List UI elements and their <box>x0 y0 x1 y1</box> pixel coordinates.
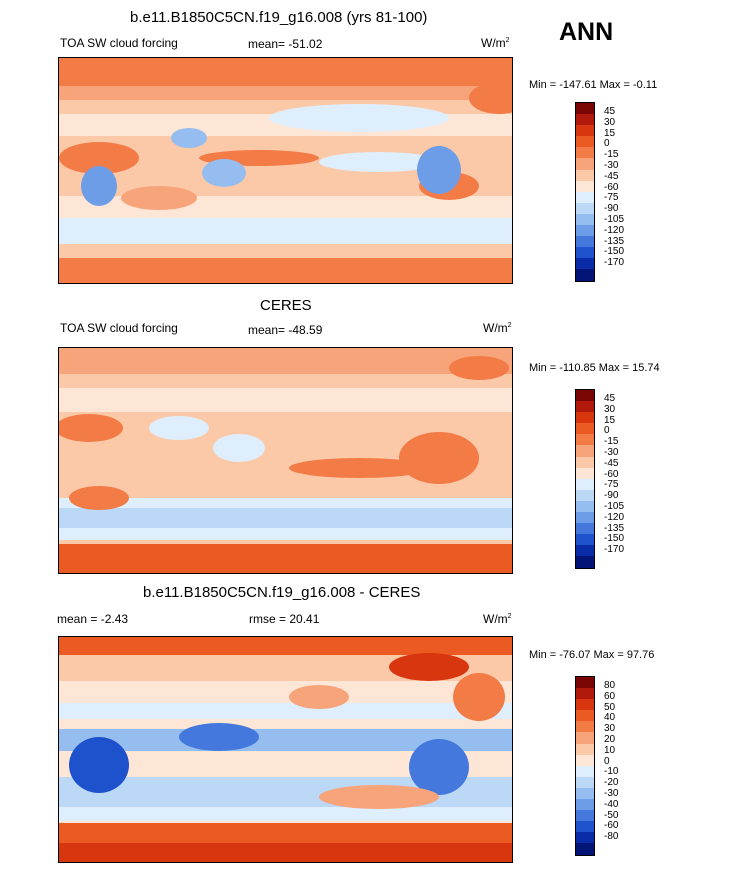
panel2-variable-label: TOA SW cloud forcing <box>60 321 178 335</box>
colorbar-tick: 30 <box>604 116 616 128</box>
colorbar-tick: 40 <box>604 712 616 724</box>
colorbar-tick: 60 <box>604 690 616 702</box>
colorbar-tick: 20 <box>604 733 616 745</box>
colorbar-tick: -120 <box>604 224 625 236</box>
colorbar-tick: 15 <box>604 414 616 426</box>
colorbar-tick: -10 <box>604 766 619 778</box>
panel3-colorbar-labels: 80 60 50 40 30 20 10 0 -10 -20 -30 -40 -… <box>604 680 619 843</box>
colorbar-tick: -150 <box>604 246 625 258</box>
colorbar-tick: -15 <box>604 149 619 161</box>
panel1-field <box>59 58 512 283</box>
colorbar-tick: -40 <box>604 798 619 810</box>
colorbar-tick: -120 <box>604 511 625 523</box>
colorbar-tick: -75 <box>604 192 619 204</box>
colorbar-tick: 50 <box>604 701 616 713</box>
colorbar-tick: 15 <box>604 127 616 139</box>
colorbar-tick: -30 <box>604 159 619 171</box>
colorbar-tick: 10 <box>604 744 616 756</box>
panel3-mean-label: mean = -2.43 <box>57 612 129 626</box>
colorbar-tick: -45 <box>604 170 619 182</box>
panel1-colorbar <box>575 102 595 282</box>
colorbar-tick: 30 <box>604 723 616 735</box>
colorbar-tick: -75 <box>604 479 619 491</box>
panel2-units: W/m2 <box>483 321 512 335</box>
panel3-map <box>58 636 513 863</box>
panel2-field <box>59 348 512 573</box>
panel1-title: b.e11.B1850C5CN.f19_g16.008 (yrs 81-100) <box>130 9 428 26</box>
panel2-colorbar <box>575 389 595 569</box>
colorbar-tick: -80 <box>604 831 619 843</box>
colorbar-tick: 0 <box>604 755 610 767</box>
panel1-minmax: Min = -147.61 Max = -0.11 <box>529 79 658 91</box>
colorbar-tick: -15 <box>604 436 619 448</box>
colorbar-tick: 30 <box>604 403 616 415</box>
season-label: ANN <box>559 18 614 46</box>
colorbar-tick: -150 <box>604 533 625 545</box>
colorbar-tick: -20 <box>604 777 619 789</box>
panel2-map <box>58 347 513 574</box>
colorbar-tick: 45 <box>604 106 616 117</box>
panel2-mean-label: mean= -48.59 <box>248 323 323 337</box>
colorbar-tick: -90 <box>604 490 619 502</box>
panel1-variable-label: TOA SW cloud forcing <box>60 36 178 50</box>
colorbar-tick: -90 <box>604 203 619 215</box>
colorbar-tick: -60 <box>604 181 619 193</box>
panel3-rmse-label: rmse = 20.41 <box>249 612 320 626</box>
colorbar-tick: 45 <box>604 393 616 404</box>
colorbar-tick: 80 <box>604 680 616 691</box>
colorbar-tick: -50 <box>604 809 619 821</box>
panel2-colorbar-labels: 45 30 15 0 -15 -30 -45 -60 -75 -90 -105 … <box>604 393 625 556</box>
panel3-units: W/m2 <box>483 612 512 626</box>
colorbar-tick: -60 <box>604 468 619 480</box>
colorbar-tick: 0 <box>604 425 610 437</box>
colorbar-tick: -60 <box>604 820 619 832</box>
colorbar-tick: -135 <box>604 235 625 247</box>
panel1-map <box>58 57 513 284</box>
panel3-colorbar <box>575 676 595 856</box>
panel3-field <box>59 637 512 862</box>
panel3-title: b.e11.B1850C5CN.f19_g16.008 - CERES <box>143 584 421 601</box>
panel1-mean-label: mean= -51.02 <box>248 37 323 51</box>
panel1-units: W/m2 <box>481 36 510 50</box>
colorbar-tick: 0 <box>604 138 610 150</box>
colorbar-tick: -170 <box>604 257 625 269</box>
panel1-colorbar-labels: 45 30 15 0 -15 -30 -45 -60 -75 -90 -105 … <box>604 106 625 269</box>
colorbar-tick: -105 <box>604 500 625 512</box>
colorbar-tick: -170 <box>604 544 625 556</box>
panel3-minmax: Min = -76.07 Max = 97.76 <box>529 649 655 661</box>
colorbar-tick: -135 <box>604 522 625 534</box>
colorbar-tick: -30 <box>604 446 619 458</box>
colorbar-tick: -30 <box>604 787 619 799</box>
panel2-title: CERES <box>260 297 312 314</box>
panel2-minmax: Min = -110.85 Max = 15.74 <box>529 362 660 374</box>
colorbar-tick: -45 <box>604 457 619 469</box>
colorbar-tick: -105 <box>604 213 625 225</box>
